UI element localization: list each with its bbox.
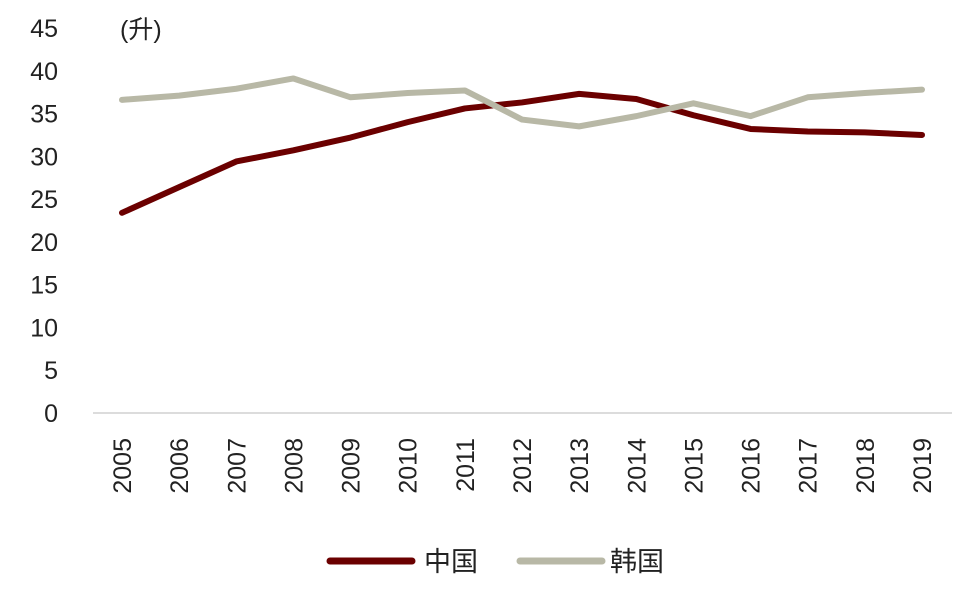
x-tick-label: 2014 xyxy=(623,438,651,494)
x-tick-label: 2008 xyxy=(280,438,308,494)
y-tick-label: 30 xyxy=(30,143,58,171)
series-line-china xyxy=(119,90,925,216)
x-tick-label: 2013 xyxy=(566,438,594,494)
y-tick-label: 0 xyxy=(44,400,58,428)
x-tick-label: 2015 xyxy=(680,438,708,494)
x-tick-label: 2016 xyxy=(738,438,766,494)
x-tick-label: 2005 xyxy=(109,438,137,494)
x-tick-label: 2006 xyxy=(166,438,194,494)
y-tick-label: 20 xyxy=(30,229,58,257)
y-tick-label: 25 xyxy=(30,186,58,214)
x-tick-label: 2018 xyxy=(852,438,880,494)
legend-label-china: 中国 xyxy=(424,547,478,578)
y-tick-label: 35 xyxy=(30,101,58,129)
x-tick-label: 2010 xyxy=(395,438,423,494)
x-tick-label: 2007 xyxy=(223,438,251,494)
x-tick-label: 2017 xyxy=(795,438,823,494)
series-line-korea xyxy=(119,75,925,130)
legend-label-korea: 韩国 xyxy=(610,547,664,578)
y-tick-label: 15 xyxy=(30,272,58,300)
x-tick-label: 2012 xyxy=(509,438,537,494)
y-tick-label: 5 xyxy=(44,357,58,385)
x-tick-label: 2011 xyxy=(452,438,480,492)
unit-label: (升) xyxy=(120,16,162,44)
x-tick-label: 2019 xyxy=(909,438,937,494)
y-tick-label: 45 xyxy=(30,15,58,43)
legend: 中国 韩国 xyxy=(326,547,664,578)
x-tick-label: 2009 xyxy=(338,438,366,494)
y-tick-label: 40 xyxy=(30,58,58,86)
y-tick-label: 10 xyxy=(30,314,58,342)
